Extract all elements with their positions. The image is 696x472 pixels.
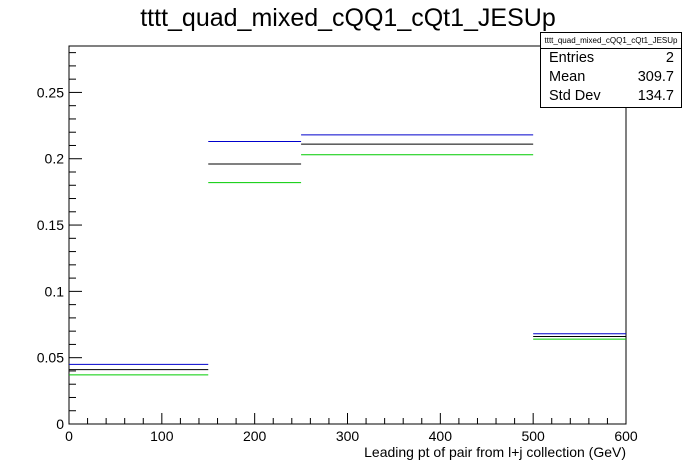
y-tick-label: 0.15 [37,217,64,233]
chart-title: tttt_quad_mixed_cQQ1_cQt1_JESUp [140,4,556,32]
x-tick-label: 100 [150,428,174,444]
x-tick-label: 400 [429,428,453,444]
x-axis-title: Leading pt of pair from l+j collection (… [364,444,626,460]
stats-box: tttt_quad_mixed_cQQ1_cQt1_JESUp Entries … [540,32,682,108]
x-tick-label: 200 [243,428,267,444]
x-tick-label: 0 [65,428,73,444]
stats-row-stddev: Std Dev 134.7 [541,87,681,106]
x-tick-label: 300 [336,428,360,444]
x-tick-label: 600 [614,428,638,444]
stats-entries-value: 2 [665,50,674,66]
y-tick-label: 0 [56,416,64,432]
stats-stddev-label: Std Dev [549,88,601,104]
stats-row-entries: Entries 2 [541,49,681,68]
stats-mean-value: 309.7 [637,69,674,85]
y-tick-label: 0.2 [45,151,65,167]
stats-mean-label: Mean [549,69,586,85]
y-tick-label: 0.1 [45,283,65,299]
stats-stddev-value: 134.7 [637,88,674,104]
y-tick-label: 0.05 [37,350,64,366]
stats-box-name: tttt_quad_mixed_cQQ1_cQt1_JESUp [541,33,681,49]
x-tick-label: 500 [521,428,545,444]
y-tick-label: 0.25 [37,84,64,100]
stats-entries-label: Entries [549,50,595,66]
stats-row-mean: Mean 309.7 [541,68,681,87]
